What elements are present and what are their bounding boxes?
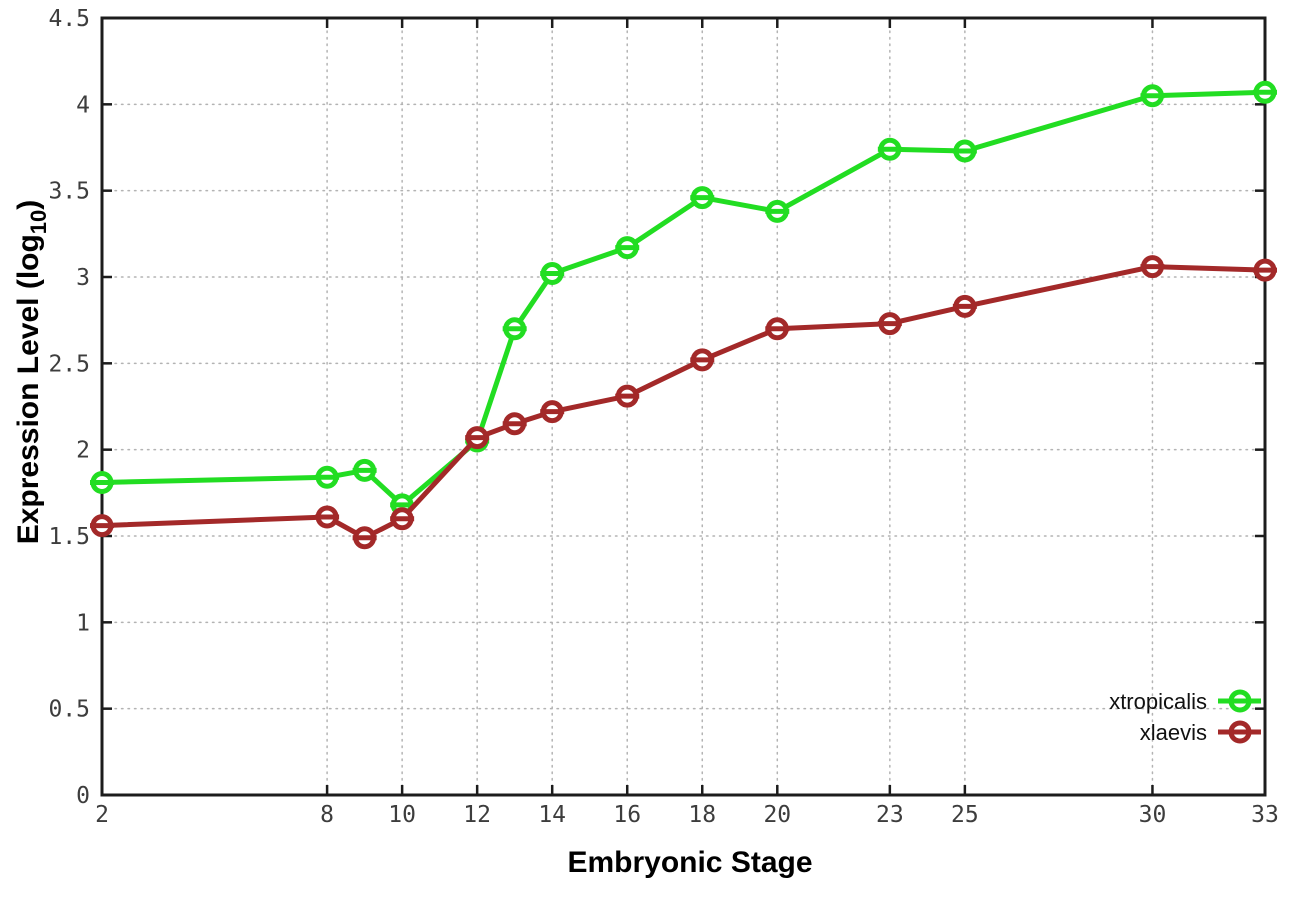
x-tick-label: 16	[613, 802, 641, 828]
data-point-xtropicalis	[502, 317, 527, 341]
x-tick-label: 12	[463, 802, 491, 828]
y-tick-label: 2	[76, 438, 90, 464]
y-tick-label: 2.5	[48, 351, 90, 377]
data-point-xlaevis	[315, 505, 340, 529]
y-tick-label: 3.5	[48, 179, 90, 205]
data-point-xtropicalis	[90, 470, 114, 494]
data-point-xtropicalis	[690, 186, 715, 210]
data-point-xlaevis	[615, 384, 640, 408]
data-point-xtropicalis	[315, 465, 340, 489]
legend-sample-xtropicalis	[1218, 689, 1261, 713]
data-point-xlaevis	[540, 400, 565, 424]
legend-label-xlaevis: xlaevis	[1140, 720, 1207, 745]
data-point-xtropicalis	[352, 458, 377, 482]
y-axis-title: Expression Level (log10)	[12, 200, 51, 545]
data-point-xtropicalis	[765, 199, 790, 223]
data-point-xlaevis	[690, 348, 715, 372]
x-tick-label: 20	[763, 802, 791, 828]
series-line-xtropicalis	[99, 89, 1268, 508]
y-tick-label: 0.5	[48, 697, 90, 723]
x-tick-label: 10	[388, 802, 416, 828]
x-tick-label: 8	[320, 802, 334, 828]
data-point-xlaevis	[502, 412, 527, 436]
legend-label-xtropicalis: xtropicalis	[1109, 689, 1207, 714]
y-tick-label: 4	[76, 92, 90, 118]
x-tick-label: 2	[95, 802, 109, 828]
data-point-xlaevis	[877, 312, 902, 336]
x-axis-title: Embryonic Stage	[567, 846, 812, 879]
data-point-xlaevis	[952, 294, 977, 318]
y-tick-label: 3	[76, 265, 90, 291]
y-tick-label: 1	[76, 610, 90, 636]
data-point-xtropicalis	[1253, 80, 1277, 104]
data-point-xtropicalis	[877, 137, 902, 161]
data-point-xlaevis	[1253, 258, 1277, 282]
data-point-xlaevis	[352, 526, 377, 550]
y-tick-label: 4.5	[48, 6, 90, 32]
x-tick-label: 33	[1251, 802, 1279, 828]
data-point-xlaevis	[1140, 255, 1165, 279]
x-tick-label: 18	[688, 802, 716, 828]
x-tick-label: 14	[538, 802, 566, 828]
data-point-xlaevis	[390, 507, 415, 531]
data-point-xtropicalis	[540, 262, 565, 286]
series-line-xlaevis	[99, 264, 1268, 541]
y-tick-label: 1.5	[48, 524, 90, 550]
data-point-xtropicalis	[1140, 84, 1165, 108]
x-tick-label: 30	[1139, 802, 1167, 828]
data-point-xtropicalis	[615, 236, 640, 260]
y-tick-label: 0	[76, 783, 90, 809]
x-tick-label: 25	[951, 802, 979, 828]
x-tick-label: 23	[876, 802, 904, 828]
data-point-xlaevis	[90, 514, 114, 538]
data-point-xtropicalis	[952, 139, 977, 163]
plot-border	[100, 16, 1267, 797]
legend-sample-xlaevis	[1218, 720, 1261, 744]
data-point-xlaevis	[465, 426, 490, 450]
data-point-xlaevis	[765, 317, 790, 341]
